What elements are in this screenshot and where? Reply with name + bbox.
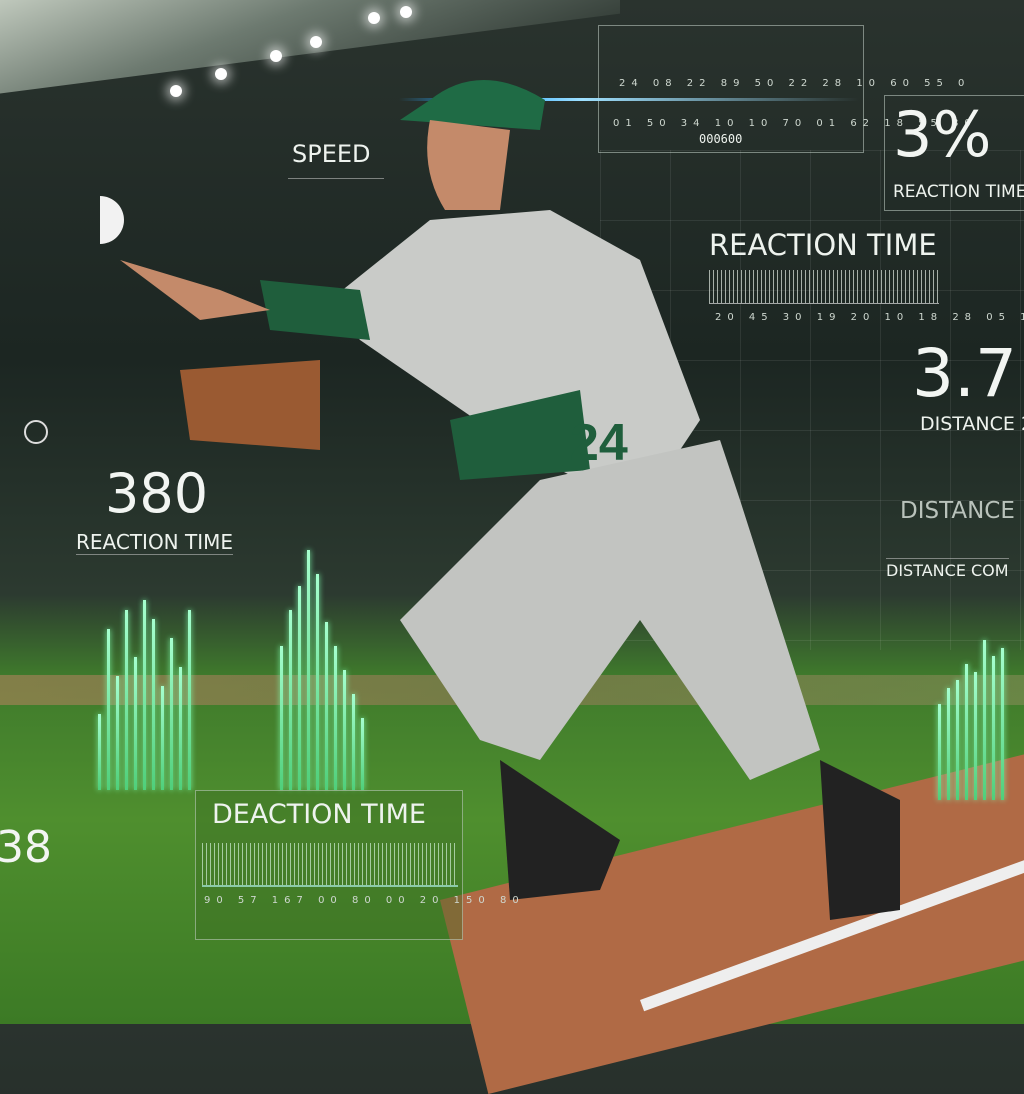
scale-row: 24 08 22 89 50 22 28 10 60 55 0: [619, 78, 971, 89]
stadium-light: [400, 6, 412, 18]
left-label: REACTION TIME: [76, 530, 234, 555]
distance-label: DISTANCE 26: [920, 413, 1024, 435]
clock-icon: [24, 420, 48, 444]
value-display: 3.7: [912, 335, 1017, 412]
distance-label: DISTANCE: [900, 498, 1015, 524]
cap: [400, 80, 545, 130]
scale-readout: 000600: [699, 132, 743, 146]
reaction-ticks: 20 45 30 19 20 10 18 28 05 10: [715, 312, 1024, 323]
deaction-ticks: 90 57 167 00 80 00 20 150 80: [204, 895, 525, 906]
green-bar-cluster: [938, 640, 1004, 800]
deaction-waveform: [202, 843, 458, 887]
divider: [288, 178, 384, 179]
green-bar-cluster: [98, 600, 191, 790]
hand: [120, 260, 270, 320]
left-value: 380: [105, 462, 209, 525]
baseball-player: 24: [100, 80, 900, 920]
green-bar-cluster: [280, 550, 364, 790]
reaction-title: REACTION TIME: [709, 228, 937, 262]
stadium-light: [170, 85, 182, 97]
reaction-waveform: [709, 270, 939, 304]
percent-panel: 3% REACTION TIME: [884, 95, 1024, 211]
reaction-time-panel: REACTION TIME 20 45 30 19 20 10 18 28 05…: [705, 220, 1024, 330]
stadium-light: [310, 36, 322, 48]
stadium-light: [215, 68, 227, 80]
speed-label: SPEED: [292, 140, 371, 168]
stadium-light: [270, 50, 282, 62]
percent-label: REACTION TIME: [893, 182, 1024, 202]
top-scale-panel: 24 08 22 89 50 22 28 10 60 55 0 01 50 34…: [399, 25, 971, 153]
deaction-title: DEACTION TIME: [212, 799, 426, 830]
shoe: [820, 760, 900, 920]
stadium-light: [368, 12, 380, 24]
scale-row: 01 50 34 10 10 70 01 62 18 55 80: [613, 118, 977, 129]
bottom-left-value: 38: [0, 822, 52, 873]
pants: [400, 440, 820, 780]
jersey: [330, 210, 700, 480]
blue-glow-line: [399, 98, 859, 101]
baseball: [100, 196, 124, 244]
sleeve: [260, 280, 370, 340]
sleeve: [450, 390, 590, 480]
percent-value: 3%: [893, 98, 992, 171]
jersey-number: 24: [570, 414, 628, 472]
glove: [180, 360, 320, 450]
deaction-time-panel: DEACTION TIME 90 57 167 00 80 00 20 150 …: [195, 790, 519, 940]
shoe: [500, 760, 620, 900]
face: [427, 120, 510, 210]
distance-label: DISTANCE COM: [886, 558, 1009, 580]
